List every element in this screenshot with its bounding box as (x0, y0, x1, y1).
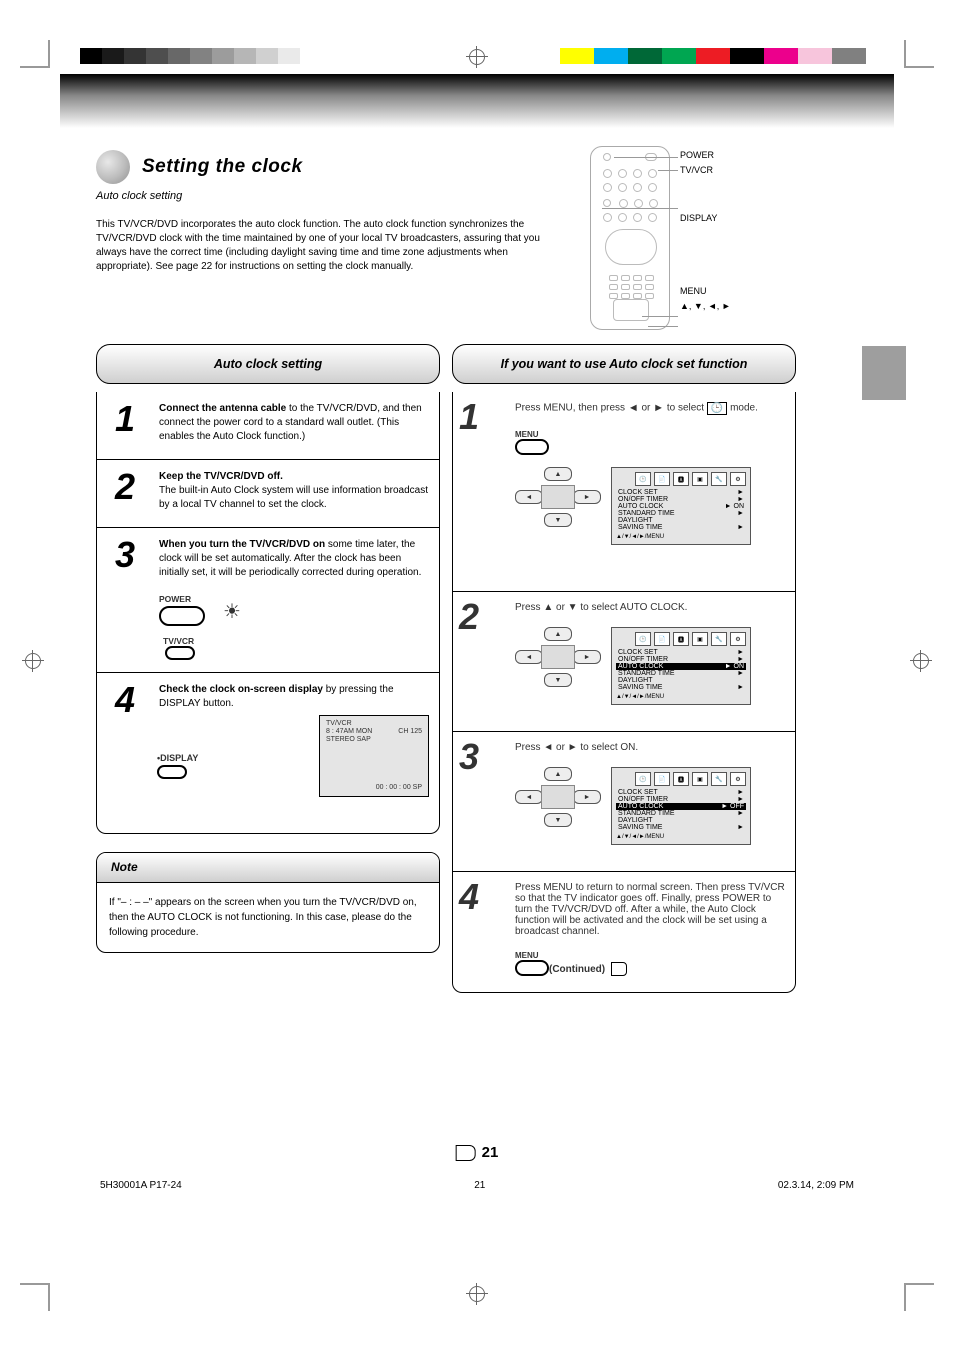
tvvcr-label: TV/VCR (163, 636, 431, 646)
callout-line (614, 157, 678, 158)
menu-button-icon (515, 960, 549, 976)
step: 1 Press MENU, then press ◄ or ► to selec… (453, 392, 795, 592)
grayscale-swatches (80, 48, 300, 64)
step: 4 Press MENU to return to normal screen.… (453, 872, 795, 992)
registration-mark (466, 46, 488, 68)
display-counter: 00 : 00 : 00 SP (326, 784, 422, 792)
right-panel: 1 Press MENU, then press ◄ or ► to selec… (452, 392, 796, 993)
footer-meta: 5H30001A P17-24 21 02.3.14, 2:09 PM (0, 1180, 954, 1191)
page-number: 21 (456, 1144, 499, 1161)
display-line: TV/VCR (326, 720, 372, 728)
callout-line (602, 208, 678, 209)
step-lead: When you turn the TV/VCR/DVD on (159, 539, 325, 550)
footer-page-small: 21 (474, 1180, 485, 1191)
sun-icon: ☀ (223, 599, 241, 624)
intro-paragraph: This TV/VCR/DVD incorporates the auto cl… (96, 218, 566, 274)
note-title: Note (97, 853, 439, 883)
color-swatches (560, 48, 866, 64)
menu-label: MENU (515, 430, 549, 439)
page-subtitle: Auto clock setting (96, 190, 182, 202)
callout-line (648, 326, 678, 327)
tvvcr-button-icon (165, 646, 195, 660)
remote-illustration (590, 146, 670, 330)
footer-doc-id: 5H30001A P17-24 (100, 1180, 182, 1191)
crop-mark (48, 40, 50, 68)
menu-button-icon (515, 439, 549, 455)
registration-mark (22, 650, 44, 672)
step: 2 Keep the TV/VCR/DVD off.The built-in A… (97, 460, 439, 528)
right-section-title: If you want to use Auto clock set functi… (452, 344, 796, 384)
osd-menu: 🕒📄🅰▣🔧⚙CLOCK SET►ON/OFF TIMER►AUTO CLOCK►… (611, 467, 751, 545)
registration-mark (466, 1283, 488, 1305)
step-number: 4 (103, 679, 147, 721)
section-tab (862, 346, 906, 400)
crop-mark (904, 1283, 906, 1311)
crop-mark (20, 1283, 48, 1285)
power-label: POWER (159, 594, 205, 604)
continued-icon (611, 962, 627, 976)
display-line: 8 : 47AM MON (326, 728, 372, 736)
callout-line (642, 316, 678, 317)
title-bullet-icon (96, 150, 130, 184)
note-body: If "– : – –" appears on the screen when … (97, 883, 439, 952)
registration-mark (910, 650, 932, 672)
callout-line (658, 170, 678, 171)
crop-mark (906, 1283, 934, 1285)
step: 3 Press ◄ or ► to select ON. ▲▼ ◄► 🕒📄🅰▣🔧… (453, 732, 795, 872)
display-channel: CH 125 (398, 728, 422, 736)
step-lead: Press ▲ or ▼ (515, 602, 578, 613)
step-lead: Keep the TV/VCR/DVD off. (159, 471, 283, 482)
crop-mark (906, 66, 934, 68)
dpad-icon: ▲▼ ◄► (515, 467, 601, 527)
step-lead: Press ◄ or ► (515, 742, 578, 753)
step-number: 2 (103, 466, 147, 508)
step-number: 4 (459, 876, 479, 918)
step: 1 Connect the antenna cable to the TV/VC… (97, 392, 439, 460)
footer-timestamp: 02.3.14, 2:09 PM (778, 1180, 854, 1191)
step-lead: Check the clock on-screen display (159, 684, 323, 695)
page-badge-icon (456, 1145, 476, 1161)
page-title: Setting the clock (142, 156, 303, 178)
gradient-band (60, 74, 894, 128)
step-lead: Press MENU, (515, 403, 576, 414)
left-section-title: Auto clock setting (96, 344, 440, 384)
step-lead: Press MENU (515, 882, 573, 893)
power-button-icon (159, 606, 205, 626)
tv-display-frame: TV/VCR 8 : 47AM MON STEREO SAP CH 125 00… (319, 715, 429, 797)
osd-menu: 🕒📄🅰▣🔧⚙CLOCK SET►ON/OFF TIMER►AUTO CLOCK►… (611, 627, 751, 705)
note-box: Note If "– : – –" appears on the screen … (96, 852, 440, 953)
remote-callout-labels: POWER TV/VCR DISPLAY MENU ▲, ▼, ◄, ► (680, 150, 731, 312)
step-number: 3 (459, 736, 479, 778)
osd-menu: 🕒📄🅰▣🔧⚙CLOCK SET►ON/OFF TIMER►AUTO CLOCK►… (611, 767, 751, 845)
display-label: •DISPLAY (157, 753, 198, 763)
remote-label: MENU (680, 286, 731, 297)
remote-label: TV/VCR (680, 165, 731, 176)
step-lead: Connect the antenna cable (159, 403, 286, 414)
crop-mark (904, 40, 906, 68)
page-number-value: 21 (482, 1144, 499, 1161)
dpad-icon: ▲▼ ◄► (515, 767, 601, 827)
remote-label: ▲, ▼, ◄, ► (680, 301, 731, 312)
step-number: 2 (459, 596, 479, 638)
step-number: 3 (103, 534, 147, 576)
step-number: 1 (103, 398, 147, 440)
left-panel: 1 Connect the antenna cable to the TV/VC… (96, 392, 440, 834)
display-button-icon (157, 765, 187, 779)
remote-label: POWER (680, 150, 731, 161)
crop-mark (48, 1283, 50, 1311)
step: 2 Press ▲ or ▼ to select AUTO CLOCK. ▲▼ … (453, 592, 795, 732)
menu-label: MENU (515, 951, 549, 960)
display-line: STEREO SAP (326, 736, 372, 744)
step: 3 When you turn the TV/VCR/DVD on some t… (97, 528, 439, 673)
continued-label: (Continued) (549, 964, 605, 975)
step: 4 Check the clock on-screen display by p… (97, 673, 439, 833)
dpad-icon: ▲▼ ◄► (515, 627, 601, 687)
step-number: 1 (459, 396, 479, 438)
remote-label: DISPLAY (680, 213, 731, 224)
crop-mark (20, 66, 48, 68)
